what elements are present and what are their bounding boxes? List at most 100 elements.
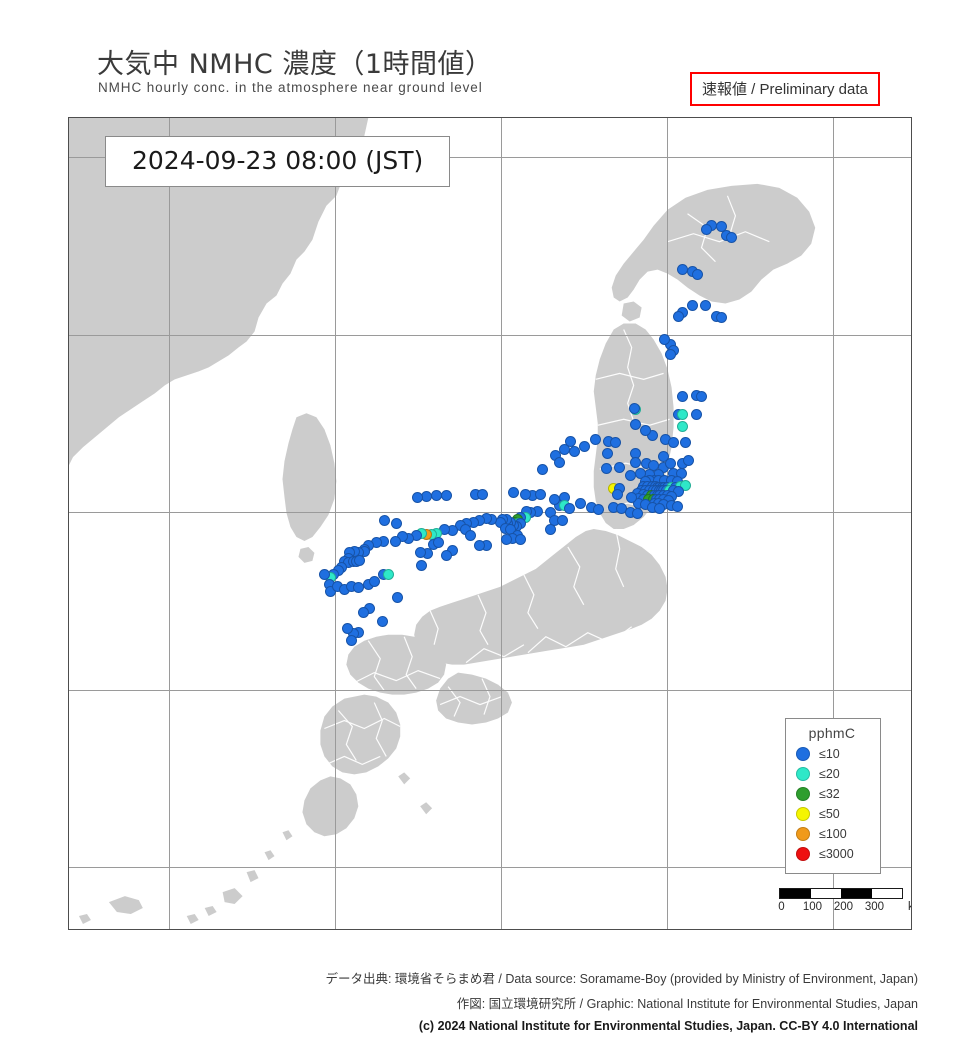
observation-point[interactable]: [535, 488, 547, 500]
observation-point[interactable]: [520, 488, 532, 500]
observation-point[interactable]: [667, 437, 679, 449]
observation-point[interactable]: [654, 503, 666, 515]
observation-point[interactable]: [677, 408, 689, 420]
observation-point[interactable]: [432, 536, 444, 548]
observation-point[interactable]: [630, 456, 642, 468]
observation-point[interactable]: [676, 391, 688, 403]
observation-point[interactable]: [390, 517, 402, 529]
scale-seg-2: [810, 889, 841, 898]
observation-point[interactable]: [578, 440, 590, 452]
y-tick-41: [68, 299, 69, 300]
observation-point[interactable]: [699, 299, 711, 311]
observation-point[interactable]: [416, 559, 428, 571]
legend-item-label: ≤50: [819, 807, 840, 821]
observation-point[interactable]: [383, 568, 395, 580]
observation-point[interactable]: [695, 390, 707, 402]
observation-point[interactable]: [625, 470, 637, 482]
observation-point[interactable]: [508, 487, 520, 499]
observation-point[interactable]: [679, 437, 691, 449]
y-tick-32: [68, 619, 69, 620]
observation-point[interactable]: [676, 264, 688, 276]
observation-point[interactable]: [673, 311, 685, 323]
legend-panel: pphmC ≤10 ≤20 ≤32 ≤50 ≤100 ≤3000: [785, 718, 881, 874]
observation-point[interactable]: [391, 592, 403, 604]
legend-title: pphmC: [808, 725, 856, 741]
map-plot-area[interactable]: 25°N30°N35°N40°N45°N 125°E130°E135°E140°…: [68, 117, 912, 930]
observation-point[interactable]: [601, 447, 613, 459]
observation-point[interactable]: [415, 547, 427, 559]
x-tick-122: [69, 929, 70, 930]
observation-point[interactable]: [563, 503, 575, 515]
observation-point[interactable]: [341, 623, 353, 635]
observation-point[interactable]: [629, 403, 641, 415]
observation-point[interactable]: [537, 463, 548, 475]
observation-point[interactable]: [376, 615, 388, 627]
y-tick-31: [68, 654, 69, 655]
observation-point[interactable]: [683, 455, 695, 467]
observation-point[interactable]: [389, 536, 401, 548]
observation-point[interactable]: [464, 529, 476, 541]
observation-point[interactable]: [549, 494, 561, 506]
observation-point[interactable]: [440, 489, 452, 501]
observation-point[interactable]: [477, 488, 489, 500]
observation-point[interactable]: [679, 479, 691, 491]
observation-point[interactable]: [545, 524, 557, 536]
observation-point[interactable]: [671, 501, 683, 513]
observation-point[interactable]: [686, 299, 698, 311]
x-tick-125: [169, 929, 170, 930]
x-tick-140: [667, 929, 668, 930]
observation-point[interactable]: [664, 348, 676, 360]
observation-point[interactable]: [352, 581, 364, 593]
x-tick-123: [102, 929, 103, 930]
observation-point[interactable]: [630, 418, 642, 430]
observation-point[interactable]: [412, 491, 424, 503]
observation-point[interactable]: [726, 232, 738, 244]
observation-point[interactable]: [626, 491, 638, 503]
observation-point[interactable]: [601, 462, 613, 474]
y-tick-39: [68, 370, 69, 371]
observation-point[interactable]: [690, 408, 702, 420]
gridline-lat-35: [69, 512, 911, 514]
observation-point[interactable]: [676, 421, 688, 433]
observation-point[interactable]: [553, 456, 565, 468]
observation-point[interactable]: [501, 534, 513, 546]
observation-point[interactable]: [357, 606, 369, 618]
observation-point[interactable]: [610, 437, 622, 449]
observation-point[interactable]: [658, 334, 670, 346]
observation-point[interactable]: [640, 424, 651, 436]
y-tick-33: [68, 583, 69, 584]
observation-point[interactable]: [701, 224, 713, 236]
observation-point[interactable]: [354, 554, 366, 566]
observation-point[interactable]: [556, 515, 568, 527]
x-tick-136: [534, 929, 535, 930]
observation-point[interactable]: [473, 540, 485, 552]
observation-point[interactable]: [319, 568, 331, 580]
observation-point[interactable]: [631, 507, 643, 519]
observation-point[interactable]: [614, 462, 626, 474]
observation-point[interactable]: [515, 534, 527, 546]
observation-point[interactable]: [440, 549, 452, 561]
y-tick-25: [68, 867, 69, 868]
observation-point[interactable]: [611, 488, 623, 500]
y-tick-35: [68, 512, 69, 513]
observation-point[interactable]: [657, 451, 669, 463]
x-tick-137: [567, 929, 568, 930]
observation-point[interactable]: [345, 635, 357, 647]
observation-point[interactable]: [575, 497, 587, 509]
observation-point[interactable]: [558, 444, 570, 456]
legend-swatch-icon: [796, 767, 810, 781]
x-tick-144: [800, 929, 801, 930]
x-tick-129: [302, 929, 303, 930]
observation-point[interactable]: [716, 312, 728, 324]
x-tick-143: [767, 929, 768, 930]
observation-point[interactable]: [590, 433, 602, 445]
observation-point[interactable]: [691, 268, 703, 280]
observation-point[interactable]: [378, 515, 390, 527]
y-tick-44: [68, 193, 69, 194]
scale-seg-4: [871, 889, 902, 898]
observation-point[interactable]: [565, 436, 577, 448]
observation-point[interactable]: [369, 575, 381, 587]
x-tick-142: [734, 929, 735, 930]
observation-point[interactable]: [593, 503, 605, 515]
page-title: 大気中 NMHC 濃度（1時間値）: [97, 49, 493, 80]
